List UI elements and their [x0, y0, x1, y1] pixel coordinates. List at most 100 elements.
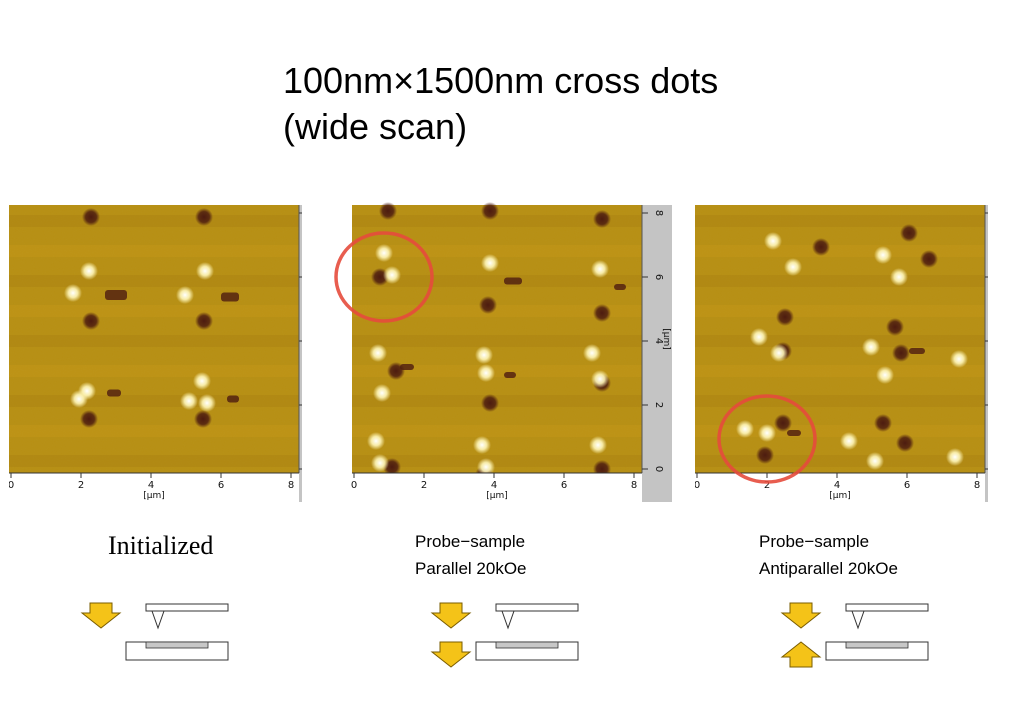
- bright-dot-mark: [591, 260, 609, 278]
- scan-texture: [352, 205, 642, 473]
- caption-parallel: Probe−sample Parallel 20kOe: [415, 528, 527, 582]
- bright-dot-mark: [866, 452, 884, 470]
- x-tick-label: 6: [218, 480, 224, 491]
- dark-dot-mark: [896, 434, 914, 452]
- probe-sample-diagram: [780, 602, 929, 668]
- scan-band: [695, 365, 985, 377]
- cantilever-shape: [495, 603, 579, 612]
- x-tick-label: 4: [148, 480, 154, 491]
- scan-band: [695, 395, 985, 407]
- dark-bar-mark: [107, 389, 121, 397]
- y-tick-label: 8: [653, 210, 664, 216]
- x-axis-area: [352, 473, 642, 502]
- sample-layer-shape: [845, 641, 909, 649]
- x-tick-label: 4: [491, 480, 497, 491]
- x-tick-label: 8: [288, 480, 294, 491]
- bright-dot-mark: [373, 384, 391, 402]
- x-tick-label: 0: [695, 480, 700, 491]
- dark-dot-mark: [479, 296, 497, 314]
- bright-dot-mark: [383, 266, 401, 284]
- bright-dot-mark: [193, 372, 211, 390]
- scan-band: [695, 455, 985, 467]
- bright-dot-mark: [946, 448, 964, 466]
- bright-dot-mark: [764, 232, 782, 250]
- scan-band: [695, 305, 985, 317]
- caption-line: Probe−sample: [759, 532, 870, 551]
- bright-dot-mark: [736, 420, 754, 438]
- dark-bar-mark: [105, 290, 127, 300]
- bright-dot-mark: [589, 436, 607, 454]
- x-tick-label: 6: [904, 480, 910, 491]
- scan-band: [352, 335, 642, 347]
- bright-dot-mark: [591, 370, 609, 388]
- cantilever-shape: [845, 603, 929, 612]
- bright-dot-mark: [367, 432, 385, 450]
- bright-dot-mark: [198, 394, 216, 412]
- dark-dot-mark: [387, 362, 405, 380]
- sample-layer-shape: [495, 641, 559, 649]
- y-tick-label: 2: [653, 402, 664, 408]
- scan-texture: [9, 205, 299, 473]
- dark-dot-mark: [481, 394, 499, 412]
- bright-dot-mark: [80, 262, 98, 280]
- bright-dot-mark: [473, 436, 491, 454]
- dark-dot-mark: [593, 304, 611, 322]
- title-line-1: 100nm×1500nm cross dots: [283, 60, 719, 101]
- x-axis-unit: [µm]: [143, 491, 165, 501]
- bright-dot-mark: [876, 366, 894, 384]
- scan-band: [352, 245, 642, 257]
- dark-dot-mark: [886, 318, 904, 336]
- arrow-up-icon: [780, 641, 822, 668]
- probe-diagram-antiparallel: [780, 598, 940, 675]
- sample-layer-shape: [145, 641, 209, 649]
- dark-bar-mark: [787, 430, 801, 436]
- bright-dot-mark: [180, 392, 198, 410]
- x-tick-label: 6: [561, 480, 567, 491]
- scan-band: [352, 425, 642, 437]
- scan-band: [9, 245, 299, 257]
- arrow-down-icon: [780, 602, 822, 629]
- dark-dot-mark: [874, 414, 892, 432]
- bright-dot-mark: [583, 344, 601, 362]
- bright-dot-mark: [475, 346, 493, 364]
- dark-dot-mark: [195, 208, 213, 226]
- x-tick-label: 2: [764, 480, 770, 491]
- caption-line: Parallel 20kOe: [415, 559, 527, 578]
- title-line-2: (wide scan): [283, 106, 468, 147]
- probe-tip-icon: [151, 610, 165, 630]
- dark-bar-mark: [504, 372, 516, 378]
- bright-dot-mark: [477, 364, 495, 382]
- arrow-down-icon: [430, 602, 472, 629]
- y-tick-label: 4: [653, 338, 664, 344]
- scan-band: [9, 335, 299, 347]
- x-tick-label: 4: [834, 480, 840, 491]
- probe-diagram-parallel: [430, 598, 590, 675]
- y-tick-label: 6: [653, 274, 664, 280]
- bright-dot-mark: [840, 432, 858, 450]
- highlight-circle: [717, 394, 817, 484]
- bright-dot-mark: [784, 258, 802, 276]
- scan-panel-parallel: 0 2 4 6 8 [µm] 0 2 4 6 8 [µm]: [334, 202, 672, 502]
- bright-dot-mark: [196, 262, 214, 280]
- bright-dot-mark: [375, 244, 393, 262]
- dark-dot-mark: [892, 344, 910, 362]
- x-tick-label: 8: [974, 480, 980, 491]
- probe-tip-icon: [501, 610, 515, 630]
- scan-band: [9, 305, 299, 317]
- scan-band: [352, 305, 642, 317]
- scan-band: [352, 275, 642, 287]
- dark-dot-mark: [379, 202, 397, 220]
- dark-dot-mark: [80, 410, 98, 428]
- x-tick-label: 2: [421, 480, 427, 491]
- dark-bar-mark: [504, 277, 522, 285]
- probe-sample-diagram: [430, 602, 579, 668]
- arrow-down-icon: [430, 641, 472, 668]
- x-axis-area: [9, 473, 299, 502]
- dark-bar-mark: [909, 348, 925, 354]
- caption-line: Initialized: [108, 531, 214, 560]
- dark-dot-mark: [756, 446, 774, 464]
- caption-line: Antiparallel 20kOe: [759, 559, 898, 578]
- bright-dot-mark: [862, 338, 880, 356]
